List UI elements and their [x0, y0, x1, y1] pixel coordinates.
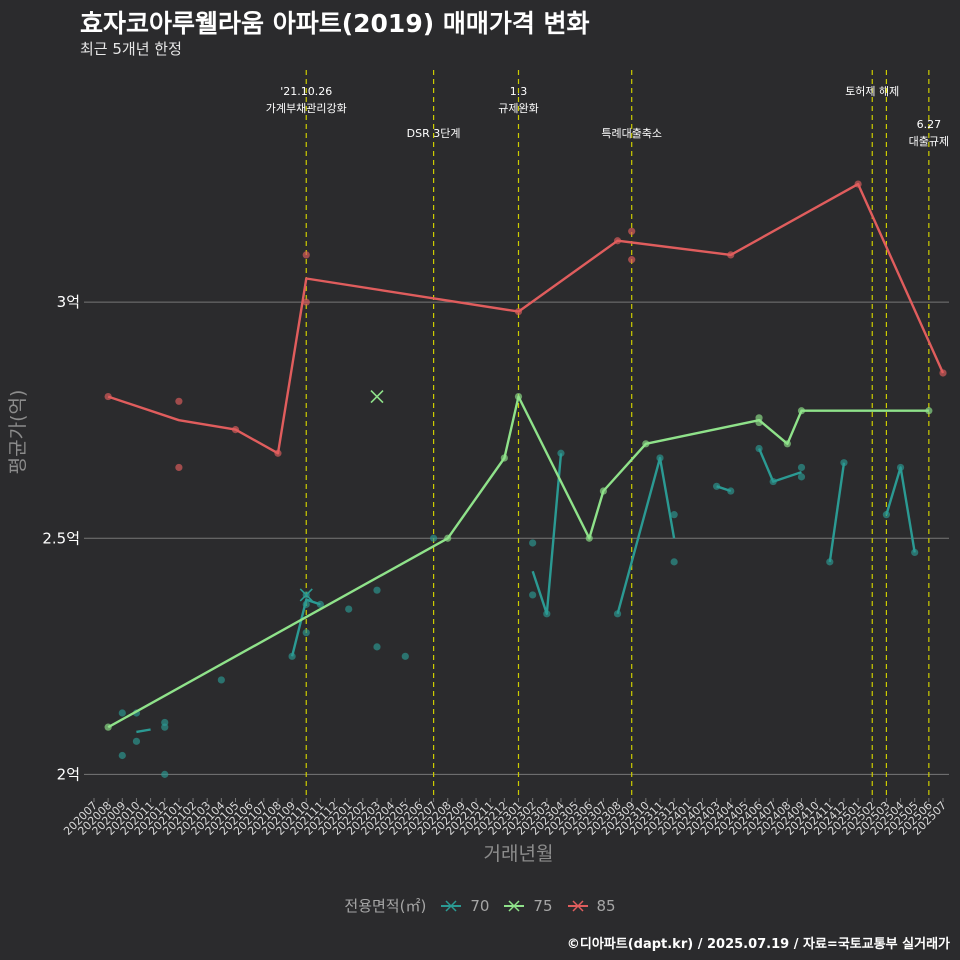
data-point-70 — [373, 586, 381, 594]
legend-key-85 — [567, 899, 588, 912]
data-point-70 — [302, 629, 310, 637]
series-line-70 — [290, 598, 321, 657]
source-caption: ©디아파트(dapt.kr) / 2025.07.19 / 자료=국토교통부 실… — [566, 937, 950, 952]
data-point-85 — [628, 227, 636, 235]
data-point-70 — [161, 723, 169, 731]
series-line-85 — [107, 182, 945, 455]
data-point-85 — [175, 463, 183, 472]
data-point-70 — [529, 591, 537, 599]
data-point-70 — [613, 610, 622, 618]
series-line-70 — [757, 448, 802, 483]
event-label: 가계부채관리강화 — [266, 102, 347, 115]
data-point-85 — [302, 298, 310, 306]
series-line-70 — [531, 453, 563, 615]
legend: 전용면적(㎡) 70 75 85 — [0, 895, 960, 916]
chart-title: 효자코아루웰라움 아파트(2019) 매매가격 변화 — [80, 9, 590, 38]
data-point-70 — [118, 709, 126, 717]
data-point-70 — [118, 751, 126, 760]
data-point-70 — [345, 605, 353, 613]
chart-subtitle: 최근 5개년 한정 — [80, 40, 182, 58]
event-label: 규제완화 — [498, 102, 538, 115]
data-point-85 — [175, 397, 183, 405]
y-axis-title: 평균가(억) — [7, 390, 29, 475]
event-label: 6.27 — [917, 118, 942, 131]
data-point-70 — [430, 534, 438, 542]
data-point-70 — [911, 548, 919, 557]
data-point-70 — [161, 770, 169, 778]
event-label: DSR 3단계 — [407, 127, 461, 140]
legend-label-75: 75 — [533, 896, 553, 915]
legend-item-75[interactable]: 75 — [503, 896, 553, 915]
y-tick-label: 2억 — [57, 765, 80, 783]
data-point-70 — [217, 676, 225, 684]
legend-item-85[interactable]: 85 — [567, 897, 616, 915]
legend-key-70 — [441, 899, 462, 912]
data-point-70 — [288, 652, 296, 660]
data-point-70 — [529, 539, 537, 547]
x-axis-title: 거래년월 — [484, 843, 554, 865]
y-tick-label: 2.5억 — [42, 529, 80, 547]
data-point-70 — [797, 463, 806, 472]
legend-label-70: 70 — [470, 896, 490, 915]
series-line-75 — [107, 395, 929, 729]
data-point-70 — [670, 511, 678, 519]
data-point-70 — [557, 449, 565, 457]
series-line-70 — [885, 466, 916, 553]
data-point-70 — [132, 737, 141, 745]
legend-title: 전용면적(㎡) — [344, 897, 427, 915]
series-line-70 — [616, 456, 676, 615]
legend-key-75 — [504, 899, 525, 912]
data-point-70 — [373, 643, 381, 651]
event-label: 특례대출축소 — [601, 127, 662, 140]
event-label: 1.3 — [510, 85, 528, 98]
data-point-70 — [670, 558, 678, 566]
data-point-70 — [797, 473, 806, 481]
series-line-70 — [136, 728, 151, 734]
legend-item-70[interactable]: 70 — [440, 897, 489, 915]
y-tick-label: 3억 — [57, 293, 80, 311]
data-point-70 — [882, 511, 891, 519]
data-point-70 — [401, 652, 409, 660]
legend-label-85: 85 — [596, 896, 616, 915]
data-point-85 — [302, 251, 310, 259]
event-label: 대출규제 — [909, 135, 949, 148]
x-marker-70 — [299, 588, 313, 602]
event-label: 토허제 해제 — [845, 84, 899, 98]
series-line-70 — [828, 462, 846, 563]
series-line-70 — [716, 485, 732, 493]
data-point-85 — [628, 256, 636, 264]
event-label: '21.10.26 — [280, 85, 332, 98]
x-marker-75 — [370, 390, 384, 404]
